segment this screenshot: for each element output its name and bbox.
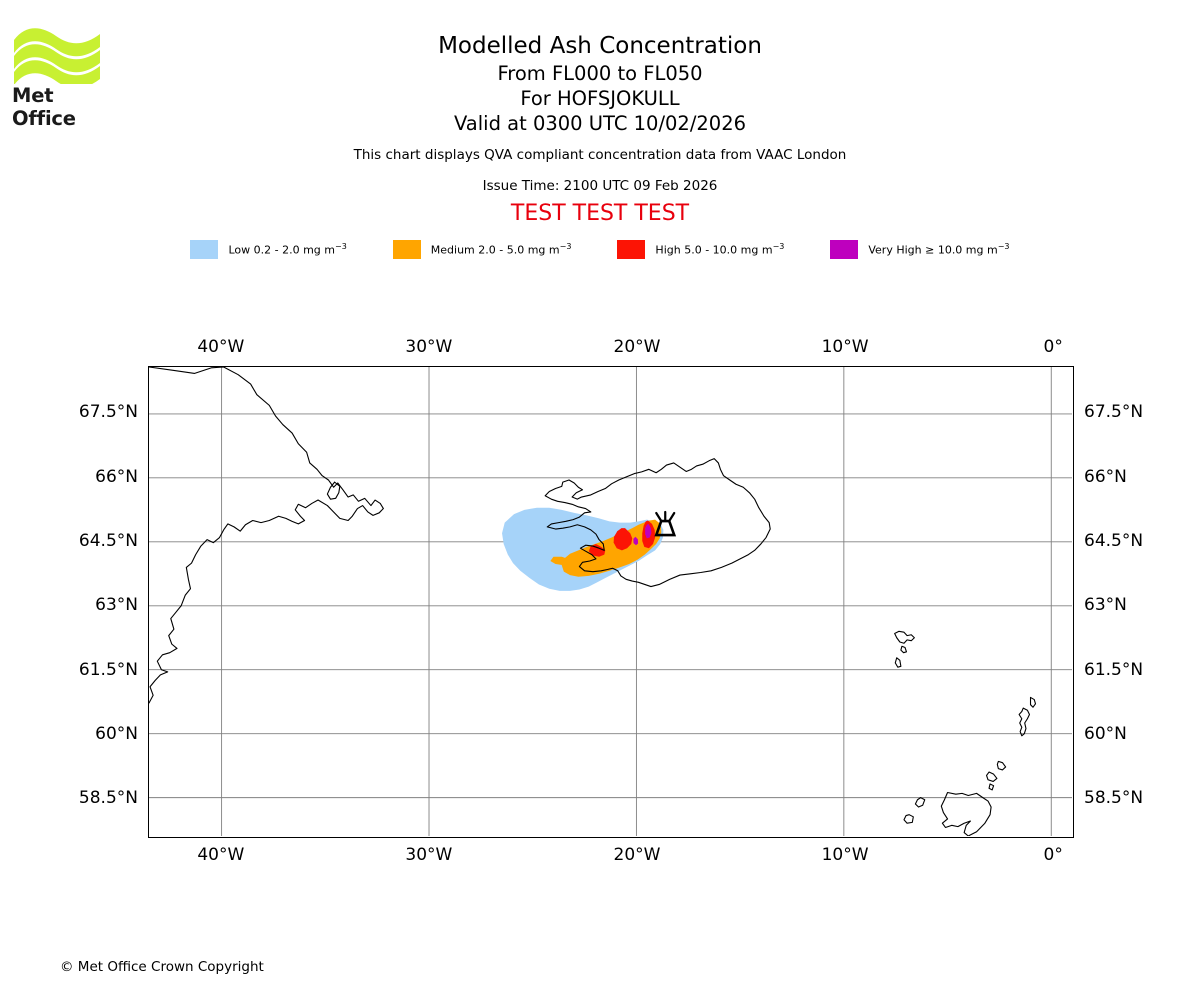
test-banner: TEST TEST TEST bbox=[510, 201, 690, 226]
legend-spacer bbox=[347, 249, 393, 250]
coastline-scotland-north bbox=[940, 791, 992, 836]
header-block: Modelled Ash Concentration From FL000 to… bbox=[0, 0, 1200, 227]
coastline-faroe-2 bbox=[900, 645, 908, 654]
concentration-legend: Low 0.2 - 2.0 mg m−3 Medium 2.0 - 5.0 mg… bbox=[0, 240, 1200, 259]
met-office-logo: Met Office bbox=[12, 22, 122, 130]
met-office-waves-icon bbox=[14, 28, 100, 89]
legend-item-high: High 5.0 - 10.0 mg m−3 bbox=[617, 240, 784, 259]
ash-plume-high-c bbox=[588, 543, 606, 557]
y-tick-right-2: 64.5°N bbox=[1084, 530, 1144, 551]
valid-time-line: Valid at 0300 UTC 10/02/2026 bbox=[453, 112, 747, 135]
legend-swatch-high bbox=[617, 240, 646, 259]
y-tick-left-1: 66°N bbox=[95, 466, 138, 487]
coastlines-layer bbox=[149, 367, 1037, 836]
x-tick-bottom-0: 40°W bbox=[197, 845, 245, 865]
coastline-faroe-1 bbox=[894, 630, 915, 644]
issue-time: Issue Time: 2100 UTC 09 Feb 2026 bbox=[482, 178, 718, 194]
volcano-icon bbox=[654, 510, 677, 537]
y-tick-left-2: 64.5°N bbox=[78, 530, 138, 551]
legend-swatch-low bbox=[190, 240, 219, 259]
coastline-greenland-east bbox=[149, 367, 384, 704]
coastline-faroe-3 bbox=[894, 657, 902, 668]
page-title: Modelled Ash Concentration bbox=[438, 33, 762, 59]
map-panel[interactable] bbox=[148, 366, 1074, 838]
y-tick-right-1: 66°N bbox=[1084, 466, 1127, 487]
ash-plume-medium-tail bbox=[550, 556, 568, 566]
coastline-orkney-2 bbox=[985, 771, 998, 782]
x-tick-top-4: 0° bbox=[1043, 337, 1063, 357]
x-tick-bottom-3: 10°W bbox=[821, 845, 869, 865]
qva-subtitle: This chart displays QVA compliant concen… bbox=[353, 147, 847, 163]
legend-label-low: Low 0.2 - 2.0 mg m−3 bbox=[228, 242, 347, 257]
x-tick-top-1: 30°W bbox=[405, 337, 453, 357]
y-tick-right-4: 61.5°N bbox=[1084, 659, 1144, 680]
x-tick-top-3: 10°W bbox=[821, 337, 869, 357]
coastline-iceland bbox=[544, 458, 771, 588]
legend-label-medium: Medium 2.0 - 5.0 mg m−3 bbox=[430, 242, 572, 257]
legend-item-low: Low 0.2 - 2.0 mg m−3 bbox=[190, 240, 347, 259]
coastline-orkney-3 bbox=[988, 783, 995, 791]
x-tick-top-2: 20°W bbox=[613, 337, 661, 357]
y-tick-right-5: 60°N bbox=[1084, 724, 1127, 745]
flight-level-line: From FL000 to FL050 bbox=[497, 62, 703, 85]
x-tick-top-0: 40°W bbox=[197, 337, 245, 357]
coastline-shetland bbox=[1029, 696, 1037, 708]
volcano-line: For HOFSJOKULL bbox=[520, 87, 680, 110]
y-tick-left-0: 67.5°N bbox=[78, 402, 138, 423]
legend-label-high: High 5.0 - 10.0 mg m−3 bbox=[655, 242, 785, 257]
coastline-outer-hebrides bbox=[914, 797, 926, 808]
x-tick-bottom-4: 0° bbox=[1043, 845, 1063, 865]
legend-swatch-medium bbox=[392, 240, 421, 259]
coastline-orkney bbox=[996, 760, 1007, 771]
map-canvas bbox=[149, 367, 1072, 836]
volcano-marker-icon bbox=[654, 510, 677, 537]
legend-item-very-high: Very High ≥ 10.0 mg m−3 bbox=[830, 240, 1010, 259]
x-tick-bottom-2: 20°W bbox=[613, 845, 661, 865]
legend-swatch-very-high bbox=[830, 240, 859, 259]
ash-plume-very-high-b bbox=[633, 536, 639, 546]
ash-plume-medium bbox=[561, 519, 662, 577]
y-tick-left-6: 58.5°N bbox=[78, 788, 138, 809]
ash-plume-high-a bbox=[613, 528, 633, 551]
map-gridlines bbox=[149, 367, 1072, 836]
legend-label-very-high: Very High ≥ 10.0 mg m−3 bbox=[868, 242, 1010, 257]
coastline-outer-hebrides-2 bbox=[903, 814, 914, 824]
x-tick-bottom-1: 30°W bbox=[405, 845, 453, 865]
y-tick-right-0: 67.5°N bbox=[1084, 402, 1144, 423]
met-office-wordmark: Met Office bbox=[12, 84, 76, 130]
legend-spacer bbox=[784, 249, 830, 250]
y-tick-right-3: 63°N bbox=[1084, 595, 1127, 616]
coastline-shetland-main bbox=[1018, 707, 1031, 737]
y-tick-left-5: 60°N bbox=[95, 724, 138, 745]
legend-item-medium: Medium 2.0 - 5.0 mg m−3 bbox=[392, 240, 572, 259]
copyright-notice: © Met Office Crown Copyright bbox=[60, 959, 264, 975]
ash-plume-very-high-a bbox=[645, 523, 652, 539]
y-tick-left-3: 63°N bbox=[95, 595, 138, 616]
coastline-greenland-inner-fjord bbox=[326, 481, 341, 500]
legend-spacer bbox=[571, 249, 617, 250]
y-tick-left-4: 61.5°N bbox=[78, 659, 138, 680]
y-tick-right-6: 58.5°N bbox=[1084, 788, 1144, 809]
